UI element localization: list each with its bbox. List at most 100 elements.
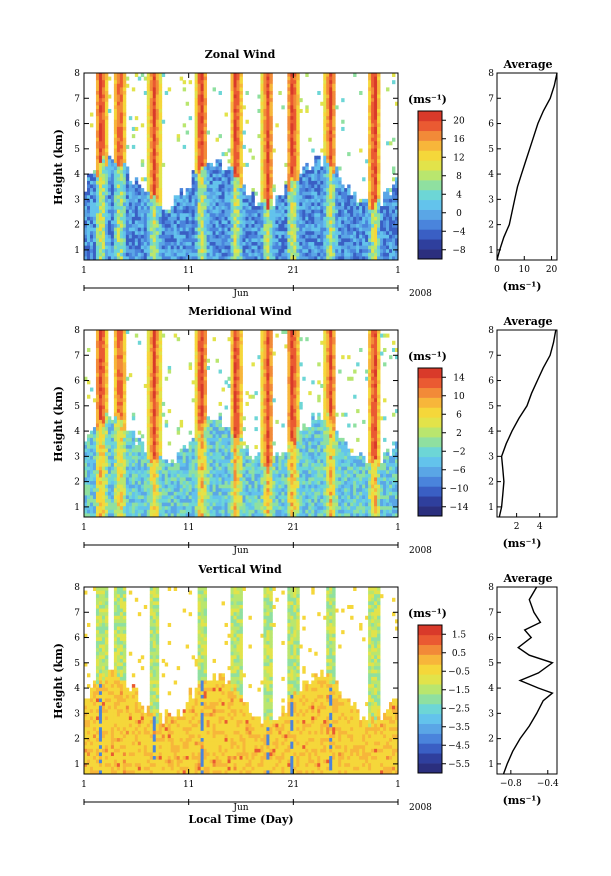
heatmap-cell — [191, 437, 196, 442]
heatmap-cell — [95, 116, 100, 121]
heatmap-cell — [185, 238, 190, 243]
heatmap-cell — [131, 470, 136, 475]
heatmap-cell — [197, 202, 202, 207]
heatmap-cell — [182, 206, 187, 211]
heatmap-cell — [104, 452, 109, 457]
heatmap-cell — [233, 256, 237, 260]
heatmap-cell — [92, 430, 97, 435]
heatmap-cell — [269, 198, 273, 203]
heatmap-cell — [116, 152, 121, 157]
heatmap-cell — [98, 470, 103, 475]
heatmap-cell — [98, 216, 103, 221]
heatmap-cell — [284, 188, 288, 193]
heatmap-cell — [332, 87, 336, 92]
heatmap-cell — [200, 455, 205, 460]
heatmap-cell — [152, 463, 157, 468]
heatmap-cell — [323, 144, 327, 149]
heatmap-cell — [230, 224, 234, 229]
heatmap-cell — [104, 391, 109, 396]
heatmap-cell — [242, 202, 246, 207]
heatmap-cell — [128, 234, 133, 239]
heatmap-cell — [332, 202, 336, 207]
heatmap-cell — [158, 188, 163, 193]
heatmap-cell — [158, 340, 163, 345]
heatmap-cell — [245, 206, 249, 211]
heatmap-cell — [98, 98, 103, 103]
heatmap-cell — [92, 245, 97, 250]
heatmap-cell — [116, 242, 121, 247]
heatmap-cell — [242, 234, 246, 239]
heatmap-cell — [368, 224, 372, 229]
heatmap-cell — [260, 224, 264, 229]
heatmap-cell — [107, 245, 112, 250]
heatmap-cell — [155, 488, 160, 493]
heatmap-cell — [158, 126, 163, 131]
heatmap-cell — [197, 137, 202, 142]
heatmap-cell — [116, 231, 121, 236]
heatmap-cell — [392, 202, 396, 207]
profile-title: Average — [502, 58, 552, 71]
heatmap-cell — [203, 394, 208, 399]
heatmap-cell — [179, 76, 184, 81]
heatmap-cell — [371, 119, 375, 124]
heatmap-cell — [209, 224, 213, 229]
heatmap-cell — [203, 116, 208, 121]
heatmap-cell — [368, 220, 372, 225]
heatmap-cell — [116, 484, 121, 489]
heatmap-cell — [173, 466, 178, 471]
heatmap-cell — [368, 73, 372, 77]
heatmap-cell — [239, 224, 243, 229]
heatmap-cell — [140, 252, 145, 257]
heatmap-cell — [128, 481, 133, 486]
heatmap-cell — [161, 238, 166, 243]
heatmap-cell — [182, 209, 187, 214]
heatmap-cell — [263, 76, 267, 81]
heatmap-cell — [347, 242, 351, 247]
heatmap-cell — [365, 224, 369, 229]
heatmap-cell — [164, 484, 169, 489]
heatmap-cell — [95, 202, 100, 207]
heatmap-cell — [119, 445, 124, 450]
heatmap-cell — [170, 245, 175, 250]
heatmap-cell — [353, 213, 357, 218]
heatmap-cell — [197, 220, 202, 225]
heatmap-cell — [155, 401, 160, 406]
heatmap-cell — [365, 220, 369, 225]
heatmap-cell — [293, 144, 297, 149]
heatmap-cell — [158, 391, 163, 396]
heatmap-cell — [251, 249, 255, 254]
heatmap-cell — [350, 231, 354, 236]
heatmap-cell — [197, 484, 202, 489]
heatmap-cell — [233, 148, 237, 153]
heatmap-cell — [302, 170, 306, 175]
heatmap-cell — [113, 365, 118, 370]
heatmap-cell — [197, 427, 202, 432]
heatmap-cell — [122, 170, 127, 175]
heatmap-cell — [95, 506, 100, 511]
heatmap-cell — [101, 252, 106, 257]
heatmap-cell — [122, 152, 127, 157]
heatmap-cell — [149, 430, 154, 435]
heatmap-cell — [152, 177, 157, 182]
heatmap-cell — [260, 98, 264, 103]
x-tick-label: 1 — [81, 266, 87, 276]
heatmap-cell — [176, 481, 181, 486]
heatmap-cell — [104, 90, 109, 95]
heatmap-cell — [245, 220, 249, 225]
heatmap-cell — [236, 162, 240, 167]
heatmap-cell — [383, 206, 387, 211]
heatmap-cell — [173, 502, 178, 507]
heatmap-cell — [293, 220, 297, 225]
heatmap-cell — [305, 213, 309, 218]
heatmap-cell — [113, 344, 118, 349]
heatmap-cell — [113, 245, 118, 250]
heatmap-cell — [104, 188, 109, 193]
heatmap-cell — [119, 419, 124, 424]
heatmap-cell — [323, 141, 327, 146]
heatmap-cell — [104, 355, 109, 360]
heatmap-cell — [257, 252, 261, 257]
heatmap-cell — [332, 238, 336, 243]
heatmap-cell — [116, 166, 121, 171]
heatmap-cell — [182, 484, 187, 489]
heatmap-cell — [98, 473, 103, 478]
